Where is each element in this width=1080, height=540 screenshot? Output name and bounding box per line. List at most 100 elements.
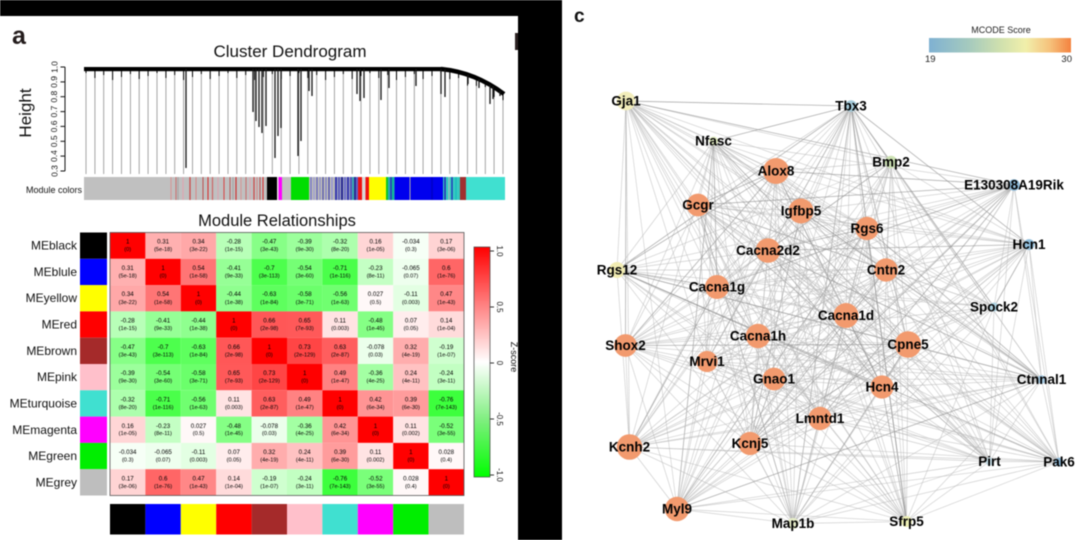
svg-text:(3e-22): (3e-22) [119, 300, 137, 306]
svg-text:0.9: 0.9 [49, 76, 59, 88]
svg-text:0: 0 [495, 361, 504, 366]
svg-text:(1e-38): (1e-38) [225, 300, 243, 306]
svg-text:Hcn1: Hcn1 [1012, 237, 1046, 252]
svg-text:0.42: 0.42 [334, 423, 347, 430]
svg-text:(3e-60): (3e-60) [296, 274, 314, 280]
svg-text:0.4: 0.4 [49, 150, 59, 162]
svg-text:Cntn2: Cntn2 [867, 263, 905, 278]
svg-text:(0.002): (0.002) [402, 431, 420, 437]
svg-text:0.66: 0.66 [263, 318, 276, 325]
svg-text:Module colors: Module colors [26, 185, 83, 195]
svg-text:0.24: 0.24 [405, 370, 418, 377]
svg-text:-0.47: -0.47 [121, 344, 136, 351]
svg-text:(5e-18): (5e-18) [119, 274, 137, 280]
svg-text:0.07: 0.07 [405, 318, 418, 325]
svg-text:0.47: 0.47 [440, 291, 453, 298]
svg-text:0.5: 0.5 [495, 301, 504, 313]
svg-text:(2e-98): (2e-98) [260, 326, 278, 332]
svg-text:19: 19 [925, 54, 936, 65]
svg-text:0.32: 0.32 [263, 449, 276, 456]
svg-text:Cpne5: Cpne5 [887, 337, 929, 352]
svg-text:(1e-04): (1e-04) [437, 326, 455, 332]
svg-text:(3e-11): (3e-11) [296, 484, 314, 490]
svg-text:Rgs12: Rgs12 [597, 263, 638, 278]
svg-text:0.8: 0.8 [49, 91, 59, 103]
svg-text:1: 1 [197, 291, 201, 298]
svg-text:(3e-113): (3e-113) [153, 352, 174, 358]
svg-text:-0.28: -0.28 [227, 239, 242, 246]
svg-text:0.32: 0.32 [405, 344, 418, 351]
svg-text:MEblule: MEblule [34, 265, 78, 279]
svg-text:-0.034: -0.034 [119, 449, 137, 456]
svg-text:(6e-34): (6e-34) [331, 431, 349, 437]
svg-text:0.6: 0.6 [159, 475, 168, 482]
svg-text:Shox2: Shox2 [605, 338, 646, 353]
svg-text:(3e-22): (3e-22) [189, 247, 207, 253]
svg-text:(1e-43): (1e-43) [189, 484, 207, 490]
svg-text:(1e-47): (1e-47) [331, 379, 349, 385]
svg-text:(6e-30): (6e-30) [331, 458, 349, 464]
svg-text:0.73: 0.73 [263, 370, 276, 377]
svg-text:(0): (0) [266, 352, 273, 358]
svg-text:(0.3): (0.3) [122, 458, 134, 464]
svg-text:-0.71: -0.71 [333, 265, 348, 272]
svg-text:-0.36: -0.36 [298, 423, 313, 430]
svg-text:-0.52: -0.52 [439, 423, 454, 430]
svg-text:30: 30 [1061, 54, 1072, 65]
svg-text:(0): (0) [443, 484, 450, 490]
svg-text:1: 1 [338, 396, 342, 403]
svg-text:0.63: 0.63 [334, 344, 347, 351]
svg-text:0.027: 0.027 [191, 423, 207, 430]
svg-text:(1e-38): (1e-38) [189, 326, 207, 332]
svg-text:0.07: 0.07 [228, 449, 241, 456]
svg-text:(1e-45): (1e-45) [366, 326, 384, 332]
svg-text:-0.39: -0.39 [298, 239, 313, 246]
svg-text:-1.0: -1.0 [495, 468, 504, 482]
svg-text:Pirt: Pirt [978, 454, 1001, 469]
svg-text:(4e-19): (4e-19) [402, 352, 420, 358]
svg-text:-0.36: -0.36 [368, 370, 383, 377]
svg-text:(0.03): (0.03) [368, 352, 383, 358]
svg-text:(3e-43): (3e-43) [260, 247, 278, 253]
svg-text:(0.05): (0.05) [227, 458, 242, 464]
svg-text:0.54: 0.54 [192, 265, 205, 272]
svg-text:(1e-116): (1e-116) [153, 405, 174, 411]
svg-text:(5e-18): (5e-18) [154, 247, 172, 253]
svg-text:Sfrp5: Sfrp5 [889, 514, 924, 529]
svg-text:(4e-11): (4e-11) [402, 379, 420, 385]
svg-text:(0.4): (0.4) [441, 458, 453, 464]
svg-text:(7e-93): (7e-93) [296, 326, 314, 332]
svg-text:(1e-58): (1e-58) [189, 274, 207, 280]
svg-text:(3e-55): (3e-55) [437, 431, 455, 437]
svg-text:0.65: 0.65 [299, 318, 312, 325]
svg-text:0.42: 0.42 [369, 396, 382, 403]
svg-text:-0.5: -0.5 [495, 412, 504, 426]
svg-text:Igfbp5: Igfbp5 [781, 204, 822, 219]
svg-text:(9e-33): (9e-33) [225, 274, 243, 280]
svg-text:(7e-143): (7e-143) [436, 405, 457, 411]
svg-text:(1e-84): (1e-84) [189, 352, 207, 358]
svg-text:(2e-98): (2e-98) [225, 352, 243, 358]
svg-text:0.14: 0.14 [228, 475, 241, 482]
svg-text:(0.5): (0.5) [370, 300, 382, 306]
svg-text:(4e-25): (4e-25) [366, 379, 384, 385]
svg-text:-0.11: -0.11 [192, 449, 206, 456]
svg-text:0.14: 0.14 [440, 318, 453, 325]
svg-text:(0): (0) [407, 458, 414, 464]
svg-text:(0.4): (0.4) [405, 484, 417, 490]
svg-text:(0): (0) [124, 247, 131, 253]
svg-text:-0.7: -0.7 [158, 344, 169, 351]
svg-text:(8e-20): (8e-20) [331, 247, 349, 253]
svg-text:MCODE Score: MCODE Score [971, 25, 1031, 35]
svg-text:0.49: 0.49 [334, 370, 347, 377]
svg-text:Spock2: Spock2 [970, 300, 1018, 315]
svg-text:-0.44: -0.44 [227, 291, 242, 298]
svg-text:(1e-04): (1e-04) [225, 484, 243, 490]
svg-text:(6e-30): (6e-30) [402, 405, 420, 411]
svg-text:-0.48: -0.48 [368, 318, 383, 325]
svg-text:0.11: 0.11 [370, 449, 382, 456]
svg-text:(1e-15): (1e-15) [119, 326, 137, 332]
svg-text:-0.24: -0.24 [439, 370, 454, 377]
svg-text:-0.28: -0.28 [121, 318, 136, 325]
svg-text:-0.48: -0.48 [227, 423, 242, 430]
